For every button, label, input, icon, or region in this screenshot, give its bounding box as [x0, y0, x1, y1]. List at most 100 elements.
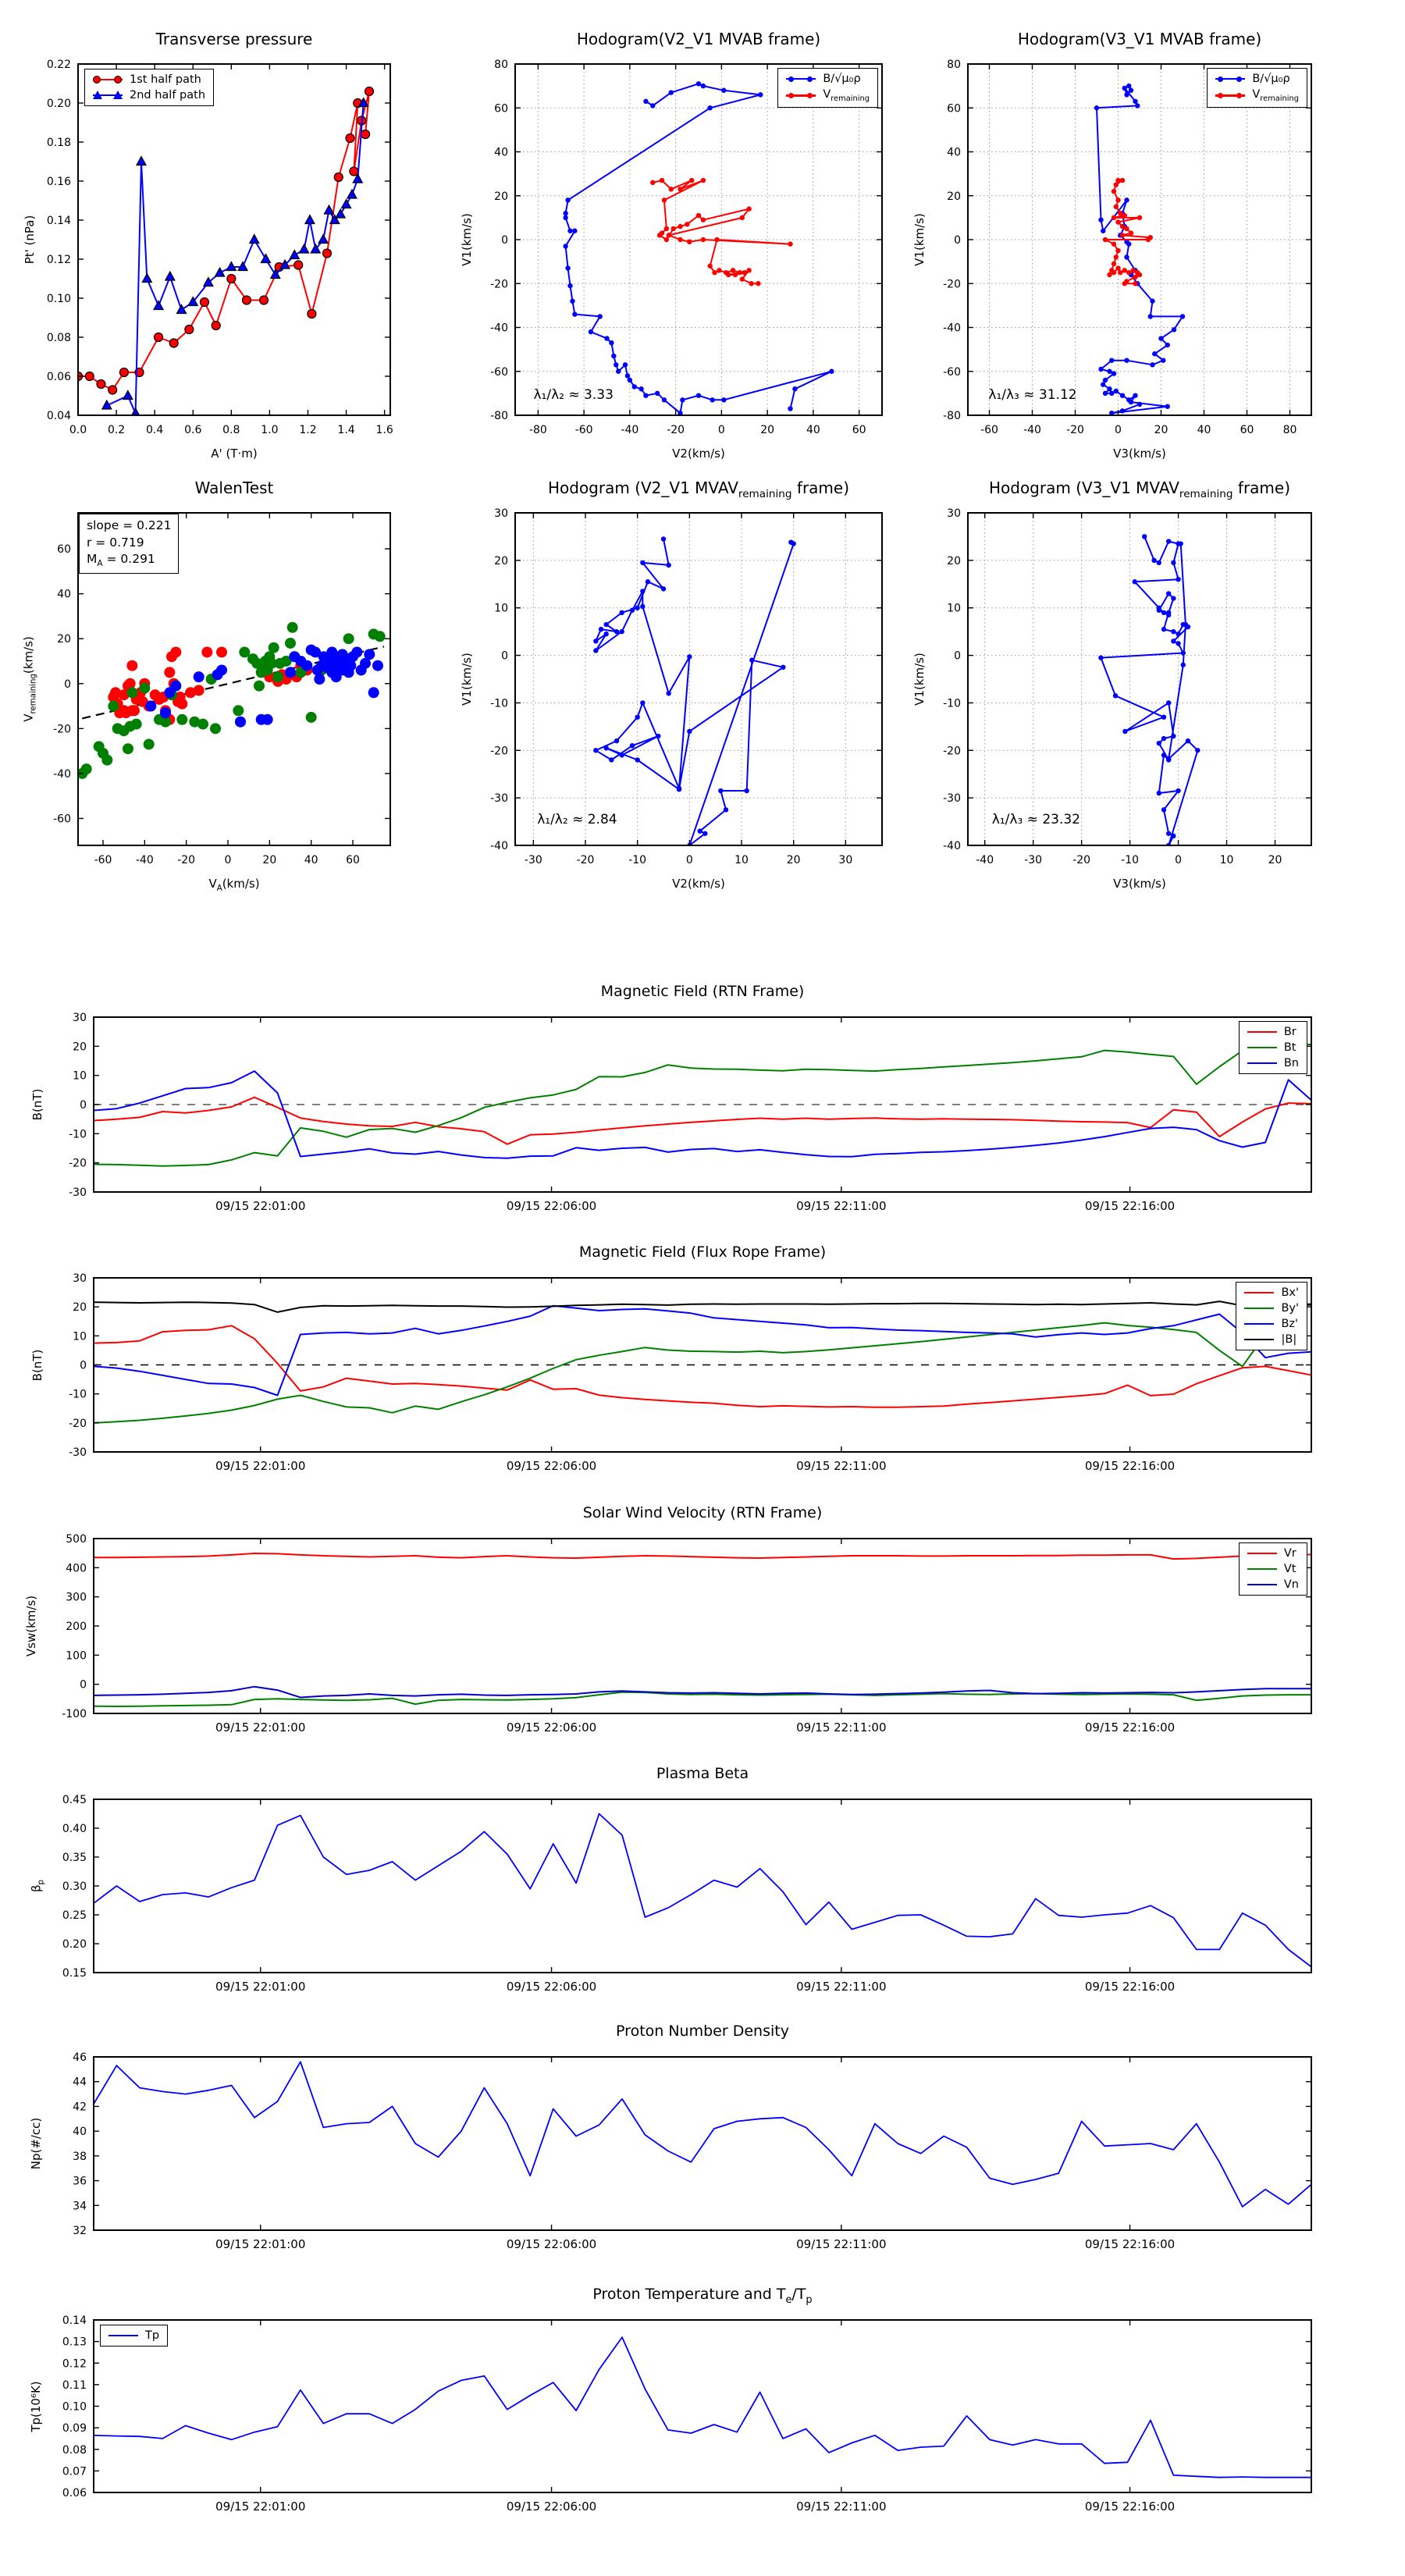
marker-V-remaining-mvab: [737, 269, 743, 276]
legend-label: Vremaining: [1252, 88, 1299, 103]
marker-V-mvav: [629, 607, 635, 613]
marker-scatter-red: [193, 685, 205, 696]
legend-label: 1st half path: [130, 73, 201, 86]
marker-V-remaining-mvab: [714, 237, 720, 243]
marker-scatter-green: [176, 713, 188, 725]
marker-1st-half-path: [333, 172, 343, 183]
marker-2nd-half-path: [298, 243, 310, 254]
marker-V-remaining-mvab: [663, 226, 670, 232]
legend-label: B/√μ₀ρ: [823, 73, 861, 85]
y-tick-label: 38: [73, 2151, 87, 2163]
marker-V-remaining-mvab: [1113, 182, 1119, 187]
y-tick-label: 0.08: [47, 332, 71, 344]
marker-scatter-red: [126, 660, 138, 671]
marker-scatter-blue: [160, 707, 171, 719]
y-tick-label: 30: [73, 1012, 87, 1024]
hodogram-v3v1-mvab-ylabel: V1(km/s): [912, 213, 927, 266]
x-tick-label: 09/15 22:16:00: [1085, 2237, 1175, 2251]
y-tick-label: 0.22: [47, 59, 71, 71]
marker-V-mvav: [1151, 557, 1157, 564]
x-tick-label: 09/15 22:16:00: [1085, 1720, 1175, 1735]
marker-1st-half-path: [211, 320, 221, 331]
marker-B-mvab: [1171, 327, 1177, 333]
y-tick-label: -40: [943, 840, 961, 852]
legend-item-br: Br: [1247, 1026, 1299, 1038]
marker-V-mvav: [660, 586, 667, 592]
marker-V-mvav: [1185, 738, 1191, 744]
marker-V-remaining-mvab: [1119, 223, 1126, 229]
chart-hodogram-v2v1-mvav: -30 -20 -10 0 10 20 30 -40 -30 -20 -10 0 10 20 30 Hodog…: [437, 479, 890, 929]
walen-test-ylabel: Vremaining(km/s): [21, 636, 38, 722]
marker-B-mvab: [668, 90, 674, 95]
legend-sample: [1215, 91, 1246, 101]
y-tick-label: 32: [73, 2225, 87, 2237]
marker-scatter-green: [210, 723, 221, 735]
marker-B-mvab: [1102, 390, 1108, 397]
y-tick-label: 20: [73, 1041, 87, 1053]
legend-item-1st-half-path: 1st half path: [93, 73, 205, 86]
x-tick-label: 09/15 22:06:00: [507, 1980, 596, 1994]
y-tick-label: 0.08: [62, 2444, 87, 2457]
marker-V-remaining-mvab: [659, 177, 665, 183]
y-tick-label: 36: [73, 2176, 87, 2188]
x-tick-label: 1.2: [299, 424, 316, 436]
marker-scatter-green: [126, 687, 138, 699]
x-tick-label: 09/15 22:01:00: [215, 1980, 305, 1994]
legend-item-vt: Vt: [1247, 1563, 1299, 1575]
legend-item--b-: |B|: [1244, 1333, 1299, 1346]
marker-scatter-blue: [235, 716, 246, 728]
marker-B-mvab: [1111, 371, 1117, 376]
x-tick-label: 09/15 22:06:00: [507, 1199, 596, 1213]
y-tick-label: 0.30: [62, 1880, 87, 1893]
marker-B-mvab: [792, 386, 798, 392]
marker-V-remaining-mvab: [1133, 274, 1138, 280]
marker-B-mvab: [1094, 105, 1100, 111]
x-tick-label: -40: [976, 854, 994, 866]
chart-plasma-beta: 09/15 22:01:00 09/15 22:06:00 09/15 22:11:…: [0, 1750, 1405, 2008]
marker-V-mvav: [1122, 728, 1128, 735]
marker-V-mvav: [1176, 788, 1181, 794]
x-tick-label: 30: [838, 854, 852, 866]
legend-sample: [1215, 74, 1246, 84]
marker-B-mvab: [563, 215, 568, 221]
marker-V-mvav: [598, 626, 604, 632]
series-Tp: [94, 2336, 1311, 2478]
marker-scatter-green: [285, 637, 296, 649]
hodogram-v2v1-mvab-title: Hodogram(V2_V1 MVAB frame): [576, 30, 821, 48]
marker-V-mvav: [1171, 560, 1176, 566]
legend-sample: [1244, 1335, 1275, 1345]
marker-B-mvab: [1165, 404, 1170, 409]
marker-V-mvav: [1195, 748, 1200, 753]
marker-B-mvab: [1098, 366, 1104, 372]
marker-V-mvav: [1161, 807, 1167, 813]
marker-B-mvab: [643, 98, 649, 105]
marker-B-mvab: [1113, 388, 1119, 394]
magnetic-field-rtn-plot: 09/15 22:01:00 09/15 22:06:00 09/15 22:11:…: [69, 1012, 1312, 1213]
chart-transverse-pressure: 0.0 0.2 0.4 0.6 0.8 1.0 1.2 1.4 1.6 0.04 0.06 0.08 0…: [4, 8, 433, 478]
legend-line: [1215, 94, 1246, 97]
marker-2nd-half-path: [141, 272, 153, 283]
marker-B-mvab: [678, 410, 683, 415]
y-tick-label: 40: [947, 147, 961, 159]
x-tick-label: 60: [1240, 424, 1254, 436]
marker-V-remaining-mvab: [1111, 261, 1117, 267]
marker-V-remaining-mvab: [1111, 241, 1117, 247]
chart-proton-number-density: 09/15 22:01:00 09/15 22:06:00 09/15 22:11:…: [0, 2008, 1405, 2270]
legend-line: [108, 2334, 138, 2337]
marker-scatter-green: [374, 631, 386, 642]
marker-2nd-half-path: [335, 208, 347, 219]
plasma-beta-title: Plasma Beta: [656, 1765, 749, 1782]
y-tick-label: 300: [66, 1592, 87, 1604]
y-tick-label: 20: [494, 190, 508, 203]
x-tick-label: 20: [262, 854, 276, 866]
y-tick-label: 10: [947, 603, 961, 615]
legend-sample: [786, 91, 816, 101]
marker-scatter-green: [101, 754, 113, 766]
y-tick-label: 400: [66, 1562, 87, 1574]
marker-V-mvav: [1183, 621, 1189, 628]
marker-V-mvav: [723, 807, 729, 813]
marker-scatter-red: [110, 687, 121, 699]
hodogram-v2v1-mvab-ylabel: V1(km/s): [460, 213, 474, 266]
marker-scatter-red: [124, 678, 136, 689]
y-tick-label: 40: [494, 147, 508, 159]
